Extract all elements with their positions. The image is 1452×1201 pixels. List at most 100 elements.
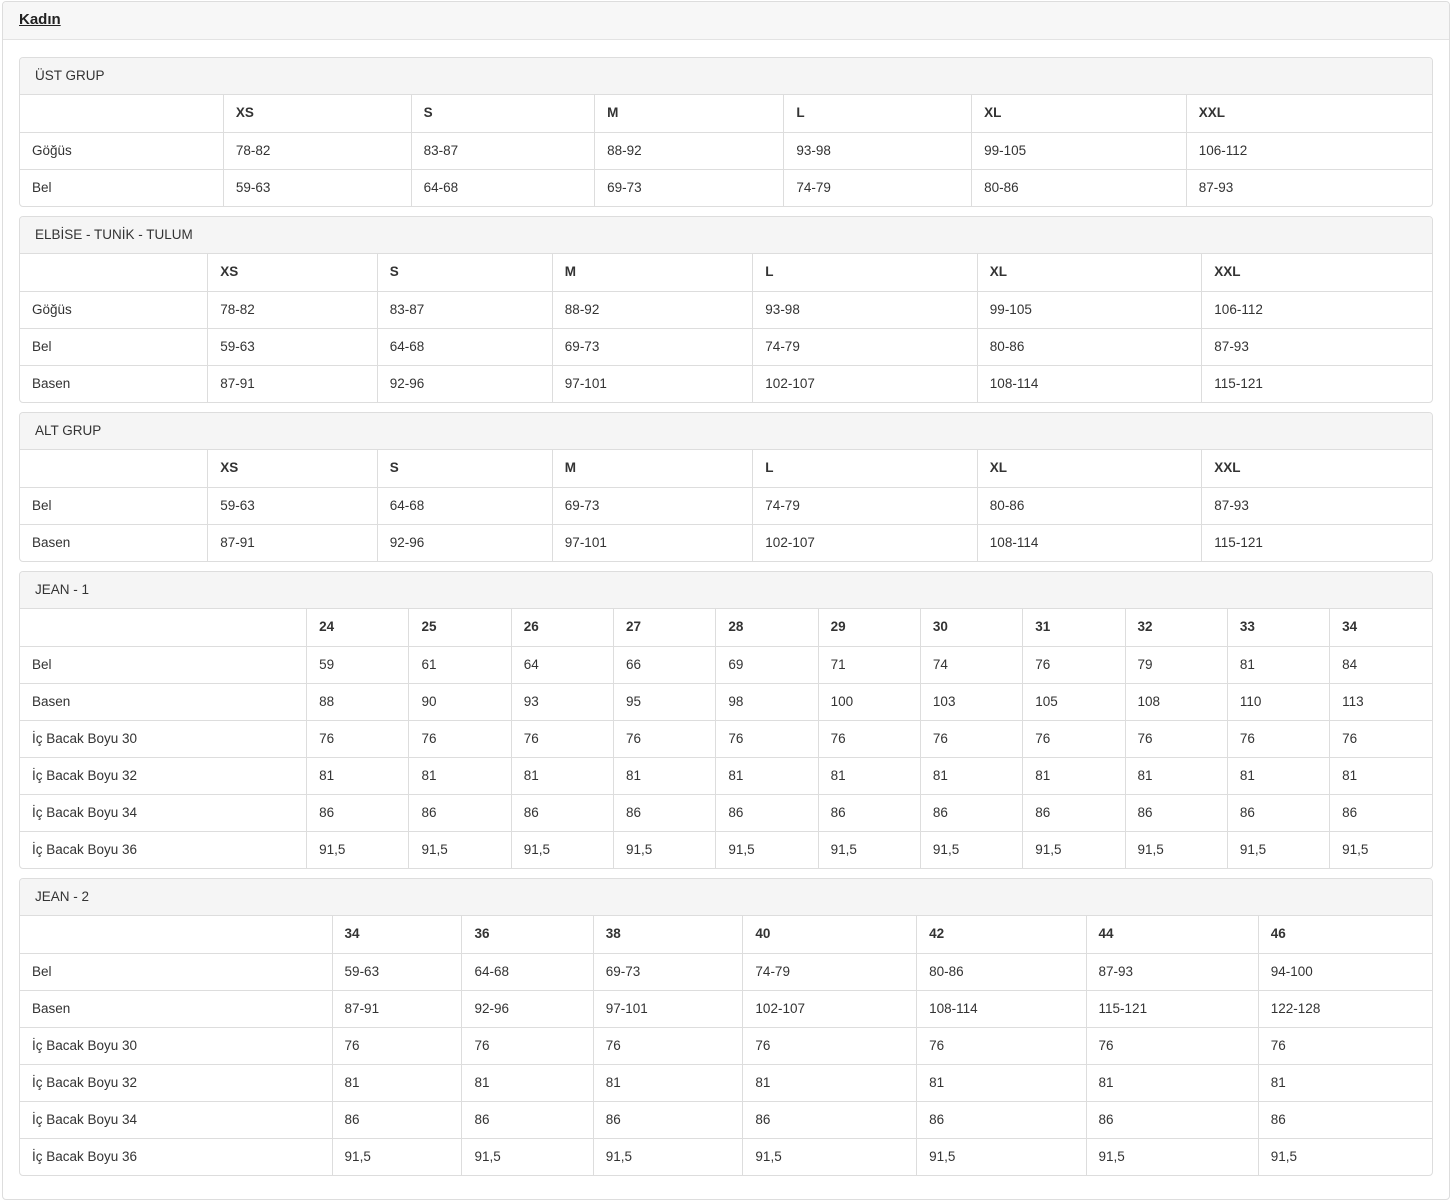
- row-label-cell: Bel: [20, 486, 209, 525]
- value-cell: 86: [1124, 793, 1228, 832]
- value-cell: 93-98: [783, 131, 973, 170]
- value-cell: 106-112: [1185, 131, 1432, 170]
- value-cell: 81: [715, 756, 819, 795]
- value-cell: 102-107: [742, 989, 918, 1028]
- value-cell: 81: [1257, 1063, 1432, 1102]
- value-cell: 91,5: [1124, 830, 1228, 868]
- value-cell: 74-79: [742, 952, 918, 991]
- table-row: Göğüs 78-82 83-87 88-92 93-98 99-105 106-112: [20, 131, 1432, 170]
- value-cell: 59-63: [207, 486, 378, 525]
- page-title[interactable]: Kadın: [19, 11, 61, 28]
- row-label-cell: Bel: [20, 168, 224, 206]
- column-header-cell: XS: [207, 450, 378, 488]
- value-cell: 91,5: [1257, 1137, 1432, 1175]
- sections-container: ÜST GRUP XS S M L XL XXL Göğüs 78-82 83-87 88-92 93…: [19, 57, 1433, 1176]
- column-header-cell: 33: [1226, 609, 1331, 647]
- value-cell: 97-101: [551, 364, 754, 402]
- value-cell: 76: [919, 719, 1024, 758]
- value-cell: 69: [715, 645, 819, 684]
- value-cell: 86: [1022, 793, 1126, 832]
- value-cell: 86: [1257, 1100, 1432, 1139]
- value-cell: 76: [1124, 719, 1228, 758]
- value-cell: 71: [817, 645, 921, 684]
- value-cell: 81: [1226, 756, 1331, 795]
- value-cell: 105: [1022, 682, 1126, 721]
- column-header-cell: XXL: [1185, 95, 1432, 133]
- value-cell: 87-93: [1201, 327, 1432, 366]
- section-heading: ALT GRUP: [20, 413, 1432, 450]
- value-cell: 81: [1022, 756, 1126, 795]
- column-header-cell: 46: [1257, 916, 1432, 954]
- table-row: İç Bacak Boyu 30 76 76 76 76 76 76 76: [20, 1026, 1432, 1065]
- column-header-cell: L: [752, 254, 978, 292]
- column-header-cell: 27: [613, 609, 717, 647]
- value-cell: 88-92: [551, 290, 754, 329]
- column-header-cell: M: [551, 450, 754, 488]
- value-cell: 80-86: [916, 952, 1087, 991]
- value-cell: 76: [1022, 645, 1126, 684]
- value-cell: 86: [916, 1100, 1087, 1139]
- table-header-row: XS S M L XL XXL: [20, 254, 1432, 292]
- value-cell: 108: [1124, 682, 1228, 721]
- table-row: İç Bacak Boyu 32 81 81 81 81 81 81 81 81 81 81 81: [20, 756, 1432, 795]
- value-cell: 93-98: [752, 290, 978, 329]
- table-header-row: 34 36 38 40 42 44 46: [20, 916, 1432, 954]
- value-cell: 88: [306, 682, 410, 721]
- table-header-row: 24 25 26 27 28 29 30 31 32 33 34: [20, 609, 1432, 647]
- value-cell: 91,5: [1226, 830, 1331, 868]
- column-header-cell: 30: [919, 609, 1024, 647]
- value-cell: 88-92: [594, 131, 785, 170]
- value-cell: 91,5: [408, 830, 512, 868]
- value-cell: 74-79: [752, 327, 978, 366]
- value-cell: 113: [1329, 682, 1432, 721]
- row-label-cell: İç Bacak Boyu 34: [20, 793, 308, 832]
- value-cell: 69-73: [551, 486, 754, 525]
- page-header: Kadın: [3, 2, 1449, 40]
- value-cell: 76: [306, 719, 410, 758]
- column-header-cell: XL: [976, 450, 1203, 488]
- value-cell: 81: [817, 756, 921, 795]
- value-cell: 98: [715, 682, 819, 721]
- value-cell: 87-93: [1201, 486, 1432, 525]
- table-row: Basen 87-91 92-96 97-101 102-107 108-114 115-1…: [20, 523, 1432, 561]
- row-label-cell: İç Bacak Boyu 30: [20, 719, 308, 758]
- value-cell: 91,5: [613, 830, 717, 868]
- value-cell: 99-105: [971, 131, 1187, 170]
- column-header-cell: M: [594, 95, 785, 133]
- value-cell: 76: [613, 719, 717, 758]
- row-label-cell: Bel: [20, 327, 209, 366]
- value-cell: 86: [1329, 793, 1432, 832]
- column-header-cell: M: [551, 254, 754, 292]
- value-cell: 115-121: [1201, 364, 1432, 402]
- value-cell: 76: [1226, 719, 1331, 758]
- section-panel-ust-grup: ÜST GRUP XS S M L XL XXL Göğüs 78-82 83-87 88-92 93…: [19, 57, 1433, 207]
- value-cell: 81: [1226, 645, 1331, 684]
- value-cell: 91,5: [916, 1137, 1087, 1175]
- size-table: 34 36 38 40 42 44 46 Bel 59-63 64-68 69-73 74-79 80-…: [20, 916, 1432, 1175]
- value-cell: 81: [510, 756, 615, 795]
- value-cell: 76: [916, 1026, 1087, 1065]
- value-cell: 92-96: [376, 523, 553, 561]
- column-header-cell: 32: [1124, 609, 1228, 647]
- corner-cell: [20, 254, 209, 292]
- value-cell: 90: [408, 682, 512, 721]
- value-cell: 81: [461, 1063, 594, 1102]
- value-cell: 80-86: [971, 168, 1187, 206]
- value-cell: 81: [408, 756, 512, 795]
- value-cell: 99-105: [976, 290, 1203, 329]
- table-row: Basen 87-91 92-96 97-101 102-107 108-114 115-1…: [20, 989, 1432, 1028]
- value-cell: 64-68: [410, 168, 596, 206]
- table-row: Bel 59-63 64-68 69-73 74-79 80-86 87-93: [20, 486, 1432, 525]
- value-cell: 76: [1022, 719, 1126, 758]
- column-header-cell: L: [752, 450, 978, 488]
- table-row: Bel 59 61 64 66 69 71 74 76 79 81 84: [20, 645, 1432, 684]
- value-cell: 84: [1329, 645, 1432, 684]
- value-cell: 108-114: [976, 364, 1203, 402]
- value-cell: 86: [306, 793, 410, 832]
- value-cell: 91,5: [742, 1137, 918, 1175]
- section-panel-jean-2: JEAN - 2 34 36 38 40 42 44 46 Bel 59-63 64-68 69-73…: [19, 878, 1433, 1176]
- value-cell: 91,5: [461, 1137, 594, 1175]
- value-cell: 91,5: [1022, 830, 1126, 868]
- value-cell: 91,5: [817, 830, 921, 868]
- value-cell: 91,5: [592, 1137, 744, 1175]
